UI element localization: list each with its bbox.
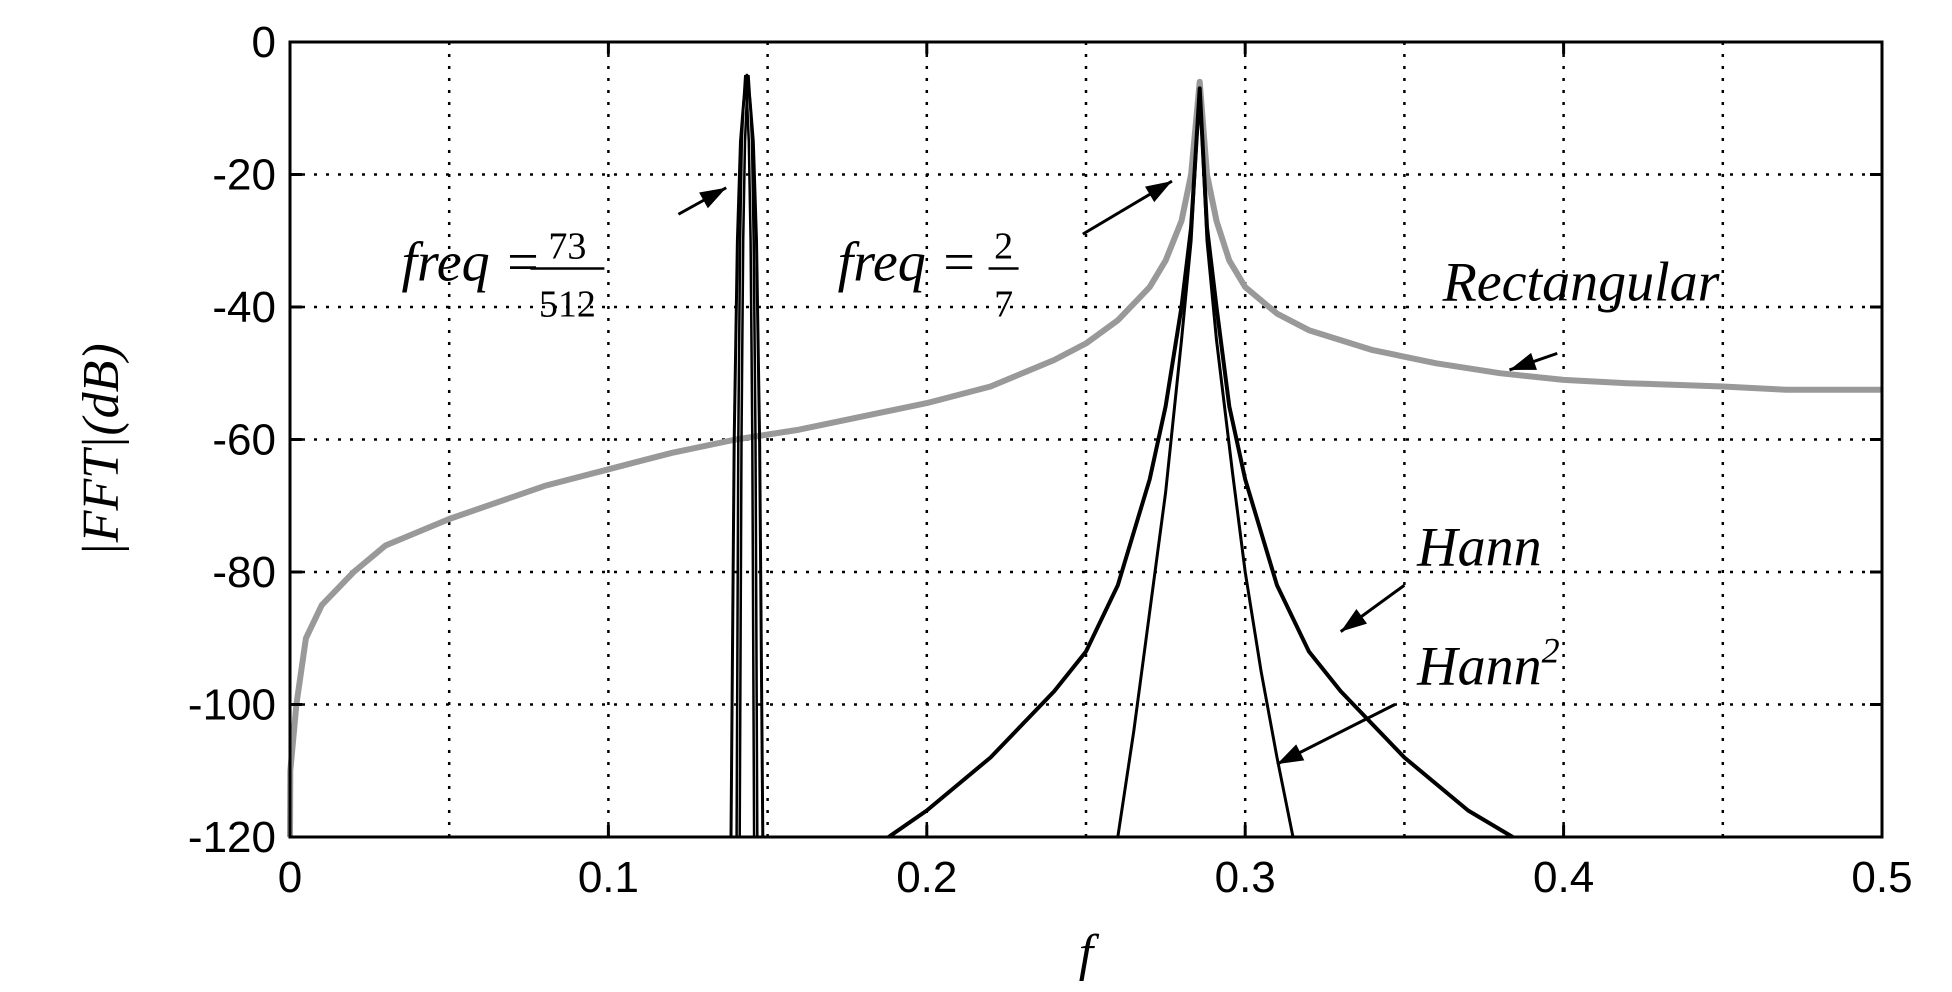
y-tick-label: -100 [188,681,276,730]
annotation-label: freq = [401,232,541,294]
series-line-1 [887,86,1514,839]
y-tick-label: -40 [212,283,276,332]
arrow-head [1509,352,1537,370]
annotation-label: Hann2 [1416,631,1559,698]
arrow-head [1277,744,1305,765]
series-line-3-inner [738,75,759,838]
arrow-head [1145,181,1172,203]
grid-layer [290,42,1882,837]
fraction-numerator: 73 [548,226,586,268]
x-axis-label: f [1079,925,1100,982]
series-line-0 [287,78,1882,838]
y-tick-label: 0 [252,18,276,67]
annotation-superscript: 2 [1542,631,1560,671]
x-tick-label: 0.5 [1851,853,1912,902]
y-axis-label: |FFT|(dB) [73,343,130,556]
y-tick-label: -20 [212,151,276,200]
x-tick-label: 0 [278,853,302,902]
arrow-head [699,187,727,209]
y-tick-label: -120 [188,813,276,862]
series-layer [287,73,1882,839]
fraction-denominator: 512 [539,284,596,326]
annotation-label: Hann [1416,516,1541,578]
x-tick-label: 0.2 [896,853,957,902]
annotation-label: Rectangular [1442,251,1720,313]
x-tick-label: 0.4 [1533,853,1594,902]
y-tick-label: -60 [212,416,276,465]
series-line-3-inner [735,75,756,838]
fraction-denominator: 7 [994,284,1013,326]
tick-layer: 0 0.1 0.2 0.3 0.4 0.5 0 -20 -40 -60 -80 -100 -120 [188,18,1913,902]
y-tick-label: -80 [212,548,276,597]
series-line-2 [1116,86,1295,838]
annotation-label: freq = [838,232,978,294]
series-line-3 [729,73,765,838]
arrow-head [1340,609,1368,632]
x-tick-label: 0.1 [578,853,639,902]
x-tick-label: 0.3 [1215,853,1276,902]
fraction-numerator: 2 [994,226,1013,268]
